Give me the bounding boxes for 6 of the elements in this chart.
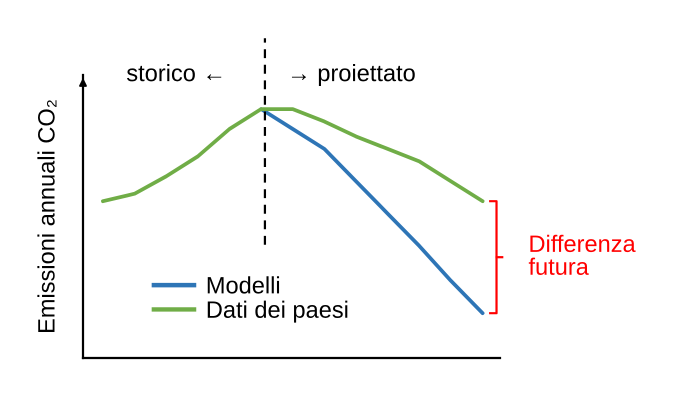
text: Differenza futura (528, 234, 636, 275)
text: → proiettato (292, 64, 415, 86)
legend-label: Modelli (208, 276, 280, 294)
text: storico ← (126, 64, 222, 82)
y-axis-title: Emissioni annuali CO₂ (37, 100, 57, 332)
legend-label: Dati dei paesi (208, 300, 348, 323)
